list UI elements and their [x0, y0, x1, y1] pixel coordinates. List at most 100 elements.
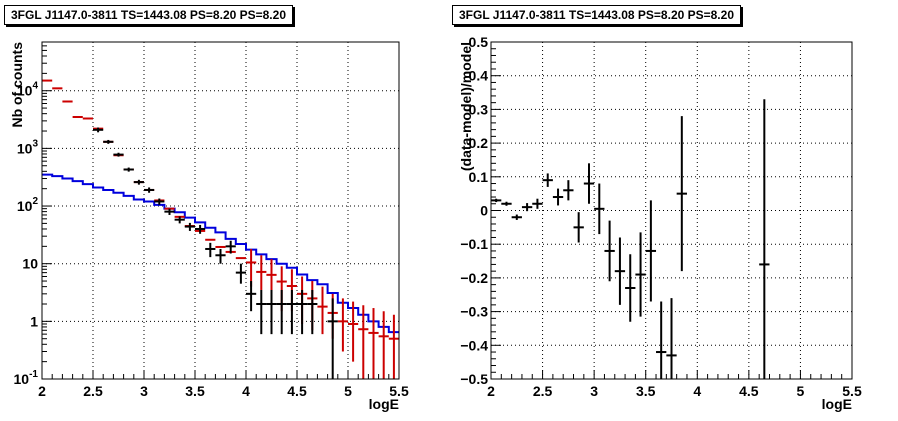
right-x-tick-label: 5.5 [842, 383, 862, 399]
left-y-tick-label: 102 [17, 196, 39, 214]
left-chart-title: 3FGL J1147.0-3811 TS=1443.08 PS=8.20 PS=… [4, 5, 293, 25]
data-point [307, 289, 318, 335]
left-plot-frame [41, 41, 400, 380]
data-point [154, 198, 165, 205]
left-x-tick-label: 4 [242, 383, 250, 399]
model-bin [388, 314, 399, 379]
right-y-tick-label: −0.3 [460, 304, 488, 320]
residual-point [676, 116, 687, 272]
right-y-tick-label: −0.2 [460, 270, 488, 286]
left-y-tick-label: 104 [17, 81, 39, 99]
left-data-points [93, 127, 338, 379]
data-point [195, 224, 206, 234]
data-point [327, 298, 338, 379]
residual-point [614, 237, 626, 305]
residual-point [542, 173, 553, 187]
residual-point [563, 180, 574, 201]
left-x-tick-label: 5.5 [389, 383, 409, 399]
left-x-tick-label: 2.5 [83, 383, 103, 399]
data-point [123, 167, 134, 172]
data-point [103, 139, 114, 144]
right-residual-points [491, 99, 770, 379]
right-y-tick-label: 0.2 [469, 135, 489, 151]
residual-point [604, 220, 615, 282]
residual-point [625, 254, 636, 322]
data-point [225, 240, 236, 254]
right-y-tick-label: −0.1 [460, 236, 488, 252]
model-bin [378, 311, 389, 379]
residual-point [511, 214, 522, 220]
data-point [93, 127, 104, 133]
residual-point [573, 212, 584, 243]
data-point [184, 222, 195, 231]
data-point [174, 216, 185, 224]
left-y-tick-label: 10-1 [14, 369, 39, 387]
residual-point [594, 183, 605, 235]
model-bin [317, 286, 328, 335]
residual-point [666, 298, 677, 379]
data-point [215, 248, 226, 264]
left-y-tick-label: 103 [17, 138, 39, 156]
left-background-model [42, 173, 399, 334]
left-x-tick-label: 5 [344, 383, 352, 399]
left-y-tick-label: 10 [22, 256, 38, 272]
left-axes: 2 2.5 3 3.5 4 4.5 5 5.5 10-1 1 10 102 103 104 [14, 41, 409, 399]
left-y-axis-label: Nb of counts [9, 42, 25, 128]
residual-point [635, 232, 646, 317]
background-model-histogram [42, 173, 399, 334]
data-point [133, 179, 144, 185]
right-x-tick-label: 2.5 [533, 383, 553, 399]
right-y-tick-label: −0.5 [460, 371, 488, 387]
residual-point [645, 200, 657, 302]
right-y-tick-label: 0.5 [469, 34, 489, 50]
data-point [205, 242, 216, 258]
left-total-model [42, 79, 399, 379]
right-panel: 2 2.5 3 3.5 4 4.5 5 5.5 −0.5 −0.4 −0.3 −0.2 −0.1 0 0.1… [458, 34, 862, 412]
right-y-tick-label: 0.3 [469, 101, 489, 117]
right-x-tick-label: 4 [693, 383, 701, 399]
right-chart-title: 3FGL J1147.0-3811 TS=1443.08 PS=8.20 PS=… [452, 5, 741, 25]
right-y-axis-label: (data-model)/model [458, 42, 474, 171]
data-point [113, 152, 124, 157]
right-x-tick-label: 3.5 [636, 383, 656, 399]
data-point [144, 187, 155, 193]
left-grid [42, 42, 399, 379]
model-bin [348, 301, 359, 362]
residual-point [759, 99, 770, 379]
model-bin [368, 308, 379, 379]
residual-point [501, 201, 512, 206]
residual-point [656, 301, 667, 379]
model-bin [337, 298, 348, 352]
left-x-tick-label: 2 [38, 383, 46, 399]
left-panel: 2 2.5 3 3.5 4 4.5 5 5.5 10-1 1 10 102 103 104 logE Nb… [9, 41, 409, 412]
residual-point [532, 198, 543, 209]
data-point [256, 289, 267, 335]
right-x-tick-label: 4.5 [739, 383, 759, 399]
right-y-tick-label: 0.4 [469, 68, 489, 84]
left-x-tick-label: 3.5 [185, 383, 205, 399]
right-x-tick-label: 5 [797, 383, 805, 399]
right-grid [491, 42, 852, 379]
data-point [276, 289, 287, 335]
data-point [235, 263, 246, 284]
right-axes: 2 2.5 3 3.5 4 4.5 5 5.5 −0.5 −0.4 −0.3 −0.2 −0.1 0 0.1… [460, 34, 862, 399]
model-bin [246, 248, 257, 287]
right-x-tick-label: 3 [590, 383, 598, 399]
model-bin [256, 255, 267, 290]
right-y-tick-label: 0 [480, 203, 488, 219]
right-x-tick-label: 2 [487, 383, 495, 399]
model-bin [358, 305, 369, 379]
left-x-tick-label: 3 [140, 383, 148, 399]
right-y-tick-label: 0.1 [469, 169, 489, 185]
left-x-axis-label: logE [369, 396, 399, 412]
data-point [266, 289, 277, 335]
data-point [246, 281, 257, 312]
data-point [286, 289, 297, 335]
right-y-tick-label: −0.4 [460, 337, 488, 353]
residual-point [521, 203, 533, 212]
residual-point [491, 198, 502, 203]
residual-point [583, 163, 595, 204]
data-point [164, 208, 175, 215]
left-x-tick-label: 4.5 [287, 383, 307, 399]
